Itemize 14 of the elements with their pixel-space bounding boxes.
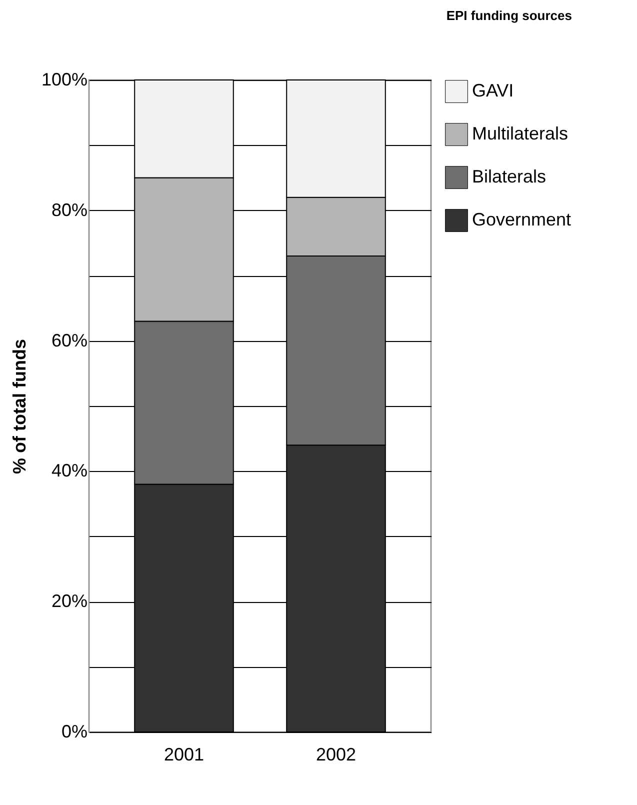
y-tick-label: 60%: [51, 330, 88, 350]
y-tick-label: 20%: [51, 591, 88, 612]
y-axis-title: % of total funds: [9, 339, 30, 474]
y-tick-label: 40%: [51, 460, 88, 481]
y-tick-label: 100%: [41, 70, 88, 90]
legend-label: Government: [472, 210, 572, 230]
legend-label: Bilaterals: [472, 166, 546, 186]
legend-label: GAVI: [472, 80, 514, 100]
y-tick-label: 80%: [51, 200, 88, 220]
text: EPI funding sources: [446, 8, 572, 23]
x-tick-label: 2001: [164, 744, 204, 764]
legend-label: Multilaterals: [472, 124, 568, 144]
y-tick-label: 0%: [61, 722, 88, 742]
x-tick-label: 2002: [316, 744, 356, 764]
